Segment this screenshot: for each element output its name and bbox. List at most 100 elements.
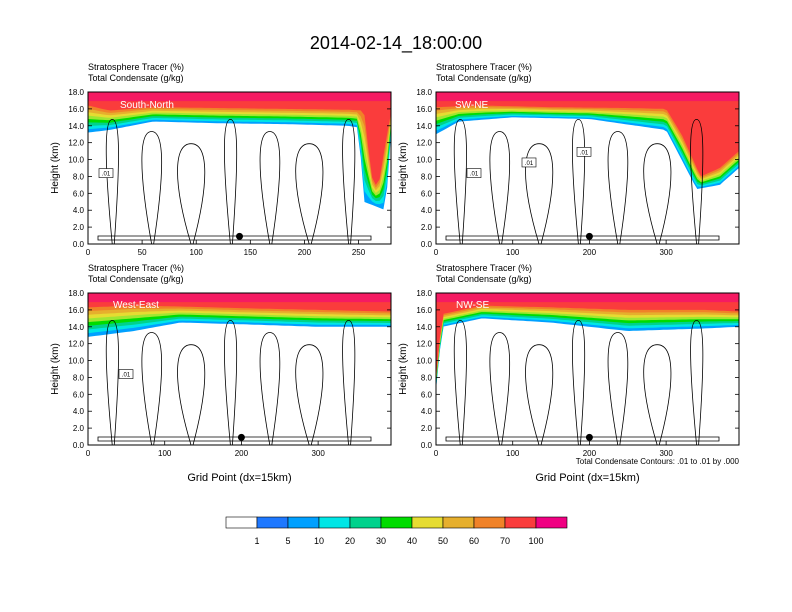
y-axis-label: Height (km) xyxy=(50,142,61,194)
contour-label-box xyxy=(466,168,482,178)
condensate-contour xyxy=(259,332,281,445)
condensate-contour xyxy=(177,344,206,445)
boundary-layer-contour xyxy=(97,235,372,241)
x-tick-label: 100 xyxy=(158,449,172,458)
condensate-contour xyxy=(572,319,586,445)
x-tick-label: 100 xyxy=(506,449,520,458)
boundary-layer-contour xyxy=(445,235,720,241)
condensate-contour xyxy=(105,319,119,445)
contour-label-box xyxy=(98,168,114,178)
x-axis-label: Grid Point (dx=15km) xyxy=(535,472,639,484)
x-tick-label: 100 xyxy=(506,248,520,257)
location-marker xyxy=(585,232,593,240)
y-tick-label: 12.0 xyxy=(416,139,432,148)
y-tick-label: 2.0 xyxy=(73,223,85,232)
condensate-contour xyxy=(607,131,629,244)
x-tick-label: 300 xyxy=(659,248,673,257)
y-tick-label: 14.0 xyxy=(68,323,84,332)
colorbar-box xyxy=(287,516,320,529)
y-tick-label: 0.0 xyxy=(73,441,85,450)
y-tick-label: 6.0 xyxy=(421,189,433,198)
contour-label: .01 xyxy=(122,373,131,379)
condensate-contour xyxy=(295,143,324,244)
x-tick-label: 0 xyxy=(86,449,91,458)
cross-section-label: South-North xyxy=(120,100,174,111)
condensate-contour xyxy=(643,143,672,244)
plot-frame xyxy=(435,91,740,245)
colorbar-box xyxy=(504,516,537,529)
panel-west-east: .01 0.0 2.0 4.0 6.0 8.0 10.0 12.0 14.0 16.0 18.0 0 1… xyxy=(50,263,392,484)
colorbar-box xyxy=(380,516,413,529)
panel-subtitle-condensate: Total Condensate (g/kg) xyxy=(436,73,532,83)
y-tick-label: 10.0 xyxy=(68,357,84,366)
y-tick-label: 18.0 xyxy=(68,88,84,97)
y-tick-label: 2.0 xyxy=(73,424,85,433)
y-tick-label: 18.0 xyxy=(68,289,84,298)
colorbar-level-label: 100 xyxy=(528,536,543,546)
contour-label-box xyxy=(521,157,537,168)
y-tick-label: 4.0 xyxy=(421,206,433,215)
y-tick-label: 6.0 xyxy=(421,390,433,399)
panels: .01 0.0 2.0 4.0 6.0 8.0 10.0 12.0 14.0 16.0 18.0 0 5… xyxy=(50,62,740,484)
y-tick-label: 10.0 xyxy=(416,357,432,366)
colorbar-box xyxy=(535,516,568,529)
condensate-contour xyxy=(572,118,586,244)
y-tick-label: 16.0 xyxy=(68,105,84,114)
y-tick-label: 8.0 xyxy=(421,172,433,181)
y-tick-label: 8.0 xyxy=(73,373,85,382)
x-tick-label: 300 xyxy=(659,449,673,458)
tracer-layer xyxy=(436,92,739,181)
y-tick-label: 14.0 xyxy=(68,122,84,131)
tracer-layer xyxy=(436,293,739,381)
tracer-layer xyxy=(88,92,391,201)
y-axis-label: Height (km) xyxy=(50,343,61,395)
cross-section-label: SW-NE xyxy=(455,100,488,111)
condensate-contour xyxy=(525,143,554,244)
panel-subtitle-tracer: Stratosphere Tracer (%) xyxy=(88,62,184,72)
condensate-contour xyxy=(453,319,467,445)
x-tick-label: 200 xyxy=(583,248,597,257)
colorbar-box xyxy=(349,516,382,529)
condensate-contours xyxy=(445,118,720,244)
colorbar-level-label: 30 xyxy=(376,536,386,546)
x-tick-label: 200 xyxy=(235,449,249,458)
y-tick-label: 18.0 xyxy=(416,289,432,298)
colorbar: 1 5 10 20 30 40 50 60 70 100 xyxy=(225,516,568,546)
boundary-layer-contour xyxy=(445,436,720,442)
panel-sw-ne: .01 .01 .01 0.0 2.0 4.0 6.0 8.0 10.0 12.0 14.0 16.0… xyxy=(398,62,740,257)
colorbar-level-label: 50 xyxy=(438,536,448,546)
contour-label: .01 xyxy=(525,161,534,167)
condensate-contour xyxy=(690,319,704,445)
cross-section-label: NW-SE xyxy=(456,300,489,311)
panel-subtitle-condensate: Total Condensate (g/kg) xyxy=(88,274,184,284)
panel-south-north: .01 0.0 2.0 4.0 6.0 8.0 10.0 12.0 14.0 16.0 18.0 0 5… xyxy=(50,62,392,257)
colorbar-box xyxy=(442,516,475,529)
y-tick-label: 0.0 xyxy=(73,240,85,249)
tracer-fill xyxy=(88,293,391,337)
y-tick-label: 12.0 xyxy=(68,139,84,148)
x-tick-label: 100 xyxy=(190,248,204,257)
tracer-top-band xyxy=(88,92,391,102)
contour-label-box xyxy=(576,147,592,157)
tracer-fill xyxy=(88,92,391,210)
colorbar-level-label: 1 xyxy=(254,536,259,546)
colorbar-level-label: 60 xyxy=(469,536,479,546)
cross-section-label: West-East xyxy=(113,300,159,311)
condensate-contour xyxy=(224,118,238,244)
y-tick-label: 4.0 xyxy=(73,206,85,215)
y-tick-label: 16.0 xyxy=(416,306,432,315)
colorbar-level-label: 40 xyxy=(407,536,417,546)
y-tick-label: 6.0 xyxy=(73,189,85,198)
condensate-contour xyxy=(489,332,511,445)
y-axis-label: Height (km) xyxy=(398,142,409,194)
panel-subtitle-condensate: Total Condensate (g/kg) xyxy=(436,274,532,284)
x-tick-label: 250 xyxy=(352,248,366,257)
x-tick-label: 50 xyxy=(138,248,147,257)
condensate-contour xyxy=(453,118,467,244)
tracer-fill xyxy=(436,293,739,391)
colorbar-box xyxy=(225,516,258,529)
condensate-contour xyxy=(607,332,629,445)
condensate-contours xyxy=(445,319,720,445)
tracer-fill xyxy=(436,92,739,189)
